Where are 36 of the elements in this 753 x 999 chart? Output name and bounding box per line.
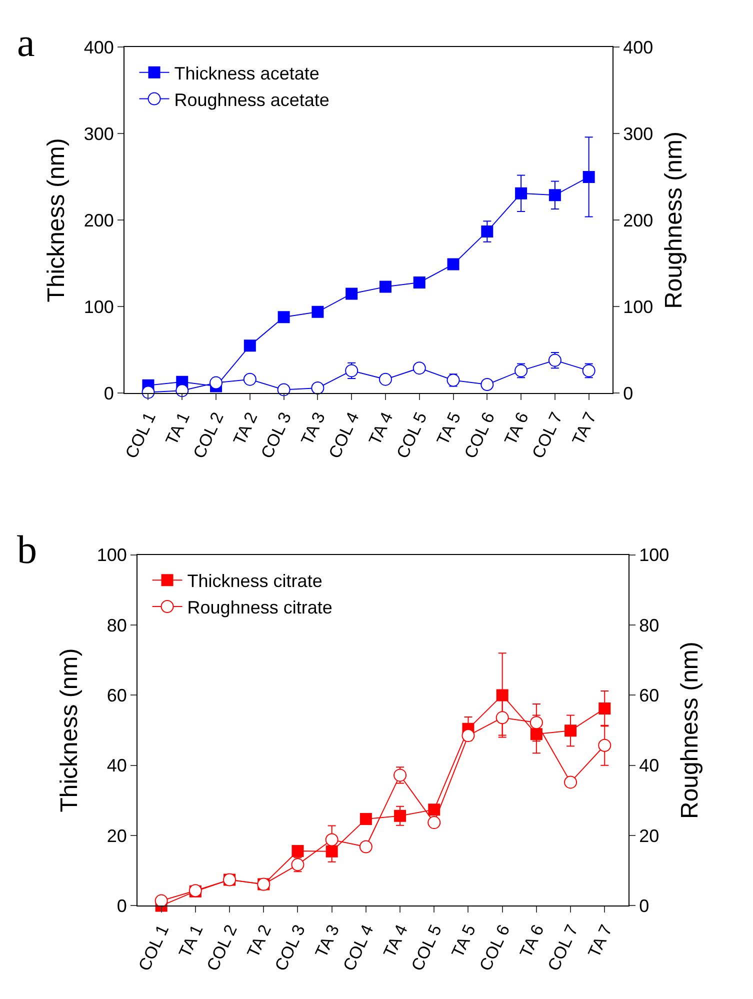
y-tick-label: 0 [104,383,114,404]
y-tick-label: 200 [84,210,114,231]
y2-tick-label: 40 [639,756,660,776]
y2-tick-label: 300 [623,124,654,144]
legend-label: Thickness acetate [174,63,320,84]
legend-label: Thickness citrate [187,571,322,592]
y2-tick-label: 0 [623,383,634,404]
y-tick-label: 0 [116,896,127,916]
y2-axis-title: Roughness (nm) [676,642,704,819]
y2-tick-label: 20 [639,826,660,846]
y2-tick-label: 400 [623,38,654,58]
y2-tick-label: 80 [639,615,660,636]
y2-tick-label: 100 [623,296,654,317]
legend-label: Roughness citrate [187,598,332,618]
y-axis-title: Thickness (nm) [56,648,83,812]
chart-title: a [17,20,35,65]
y-tick-label: 80 [106,615,127,636]
y2-tick-label: 0 [639,896,650,916]
x-tick-label: COL 1 [122,409,160,462]
y-tick-label: 20 [106,826,127,846]
y2-tick-label: 200 [623,210,654,231]
y2-tick-label: 100 [639,545,670,566]
x-tick-label: TA 7 [568,409,600,448]
chart-title: b [17,527,37,572]
y2-axis-title: Roughness (nm) [660,131,688,309]
x-tick-label: TA 7 [584,922,616,960]
y-tick-label: 60 [106,686,127,706]
y-tick-label: 40 [106,756,127,776]
x-tick-label: COL 1 [134,922,173,974]
y-axis-title: Thickness (nm) [42,138,70,302]
legend-label: Roughness acetate [174,90,330,110]
y-tick-label: 100 [84,296,114,317]
y-tick-label: 400 [84,38,114,58]
y-tick-label: 300 [84,124,114,144]
y2-tick-label: 60 [639,686,660,706]
y-tick-label: 100 [96,545,127,566]
